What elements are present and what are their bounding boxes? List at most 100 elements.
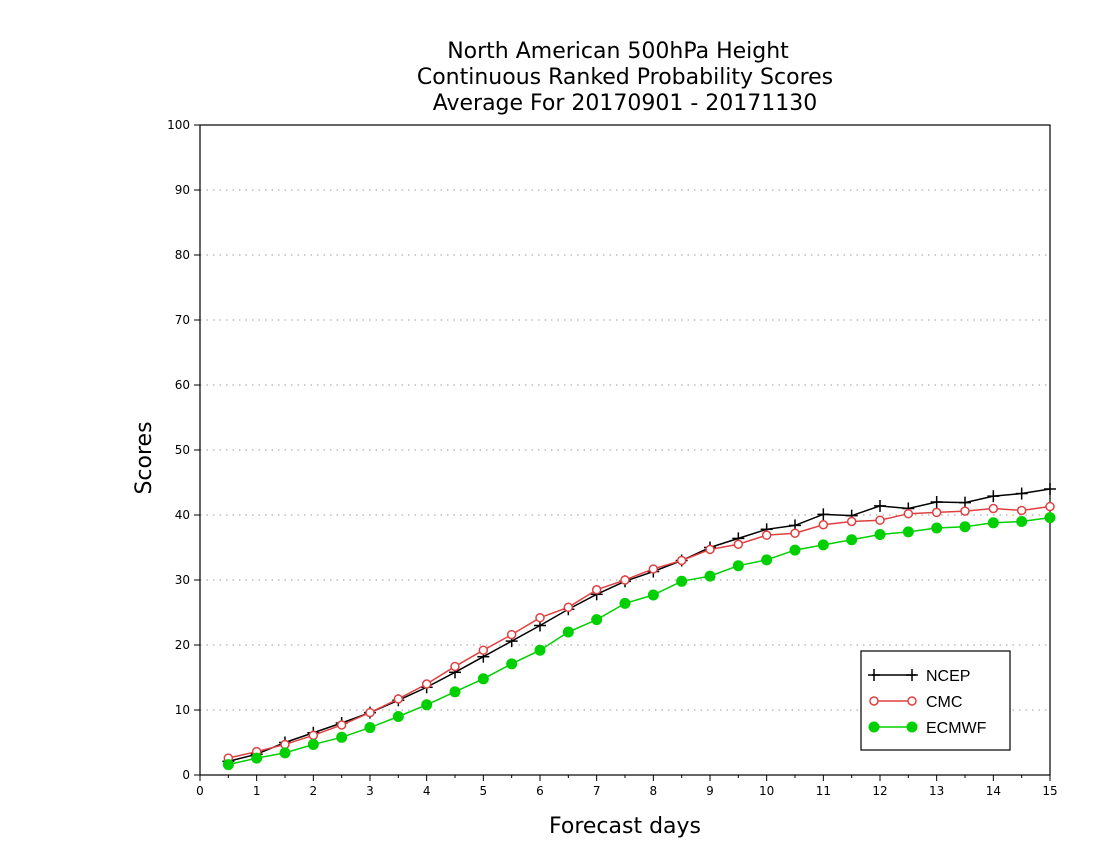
- y-tick-label: 60: [175, 378, 190, 392]
- data-point-cmc: [478, 645, 489, 655]
- x-tick-label: 9: [706, 784, 714, 798]
- legend-marker-ncep: [906, 669, 918, 681]
- data-point-cmc: [960, 506, 970, 516]
- y-axis: 0 10 20 30 40 50 60 70 80 90 100: [167, 118, 200, 782]
- data-point-ncep: [874, 499, 886, 512]
- data-point-ecmwf: [789, 544, 801, 556]
- data-point-cmc: [365, 707, 375, 718]
- data-point-ecmwf: [846, 534, 858, 546]
- y-axis-title: Scores: [132, 421, 157, 494]
- data-point-ecmwf: [336, 731, 348, 743]
- data-point-ncep: [1044, 483, 1056, 495]
- data-point-cmc: [506, 629, 517, 640]
- data-point-cmc: [421, 679, 432, 689]
- x-tick-label: 7: [593, 784, 601, 798]
- legend: NCEP CMC ECMWF: [860, 650, 1011, 751]
- y-tick-label: 10: [175, 703, 190, 717]
- data-point-cmc: [563, 602, 574, 613]
- data-point-ecmwf: [591, 614, 603, 626]
- x-axis-title: Forecast days: [549, 814, 701, 839]
- legend-marker-ecmwf: [868, 721, 880, 733]
- data-point-cmc: [1016, 505, 1027, 516]
- data-point-ecmwf: [704, 570, 716, 582]
- data-point-cmc: [620, 575, 630, 585]
- x-tick-label: 2: [310, 784, 318, 798]
- series-cmc: [223, 501, 1055, 763]
- data-point-ecmwf: [931, 522, 943, 534]
- legend-label-cmc: CMC: [926, 694, 962, 711]
- y-tick-label: 80: [175, 248, 190, 262]
- data-point-cmc: [648, 564, 659, 574]
- data-point-ecmwf: [421, 699, 433, 711]
- data-point-ecmwf: [251, 752, 263, 764]
- data-point-ecmwf: [562, 626, 574, 638]
- data-point-cmc: [393, 694, 404, 704]
- y-tick-label: 30: [175, 573, 190, 587]
- data-point-ecmwf: [392, 711, 404, 722]
- data-point-ecmwf: [222, 759, 234, 771]
- data-point-cmc: [280, 739, 290, 750]
- data-point-cmc: [761, 530, 772, 540]
- data-point-ecmwf: [647, 589, 659, 601]
- chart-title: North American 500hPa Height Continuous …: [417, 39, 833, 116]
- data-point-cmc: [818, 520, 829, 530]
- data-point-cmc: [931, 507, 942, 518]
- data-point-cmc: [733, 539, 744, 549]
- data-point-cmc: [336, 720, 347, 730]
- data-point-ncep: [987, 490, 1000, 503]
- data-point-ecmwf: [676, 575, 688, 587]
- x-tick-label: 12: [872, 784, 887, 798]
- data-point-ecmwf: [987, 517, 999, 529]
- title-line-1: North American 500hPa Height: [447, 39, 789, 64]
- data-point-ecmwf: [279, 747, 291, 759]
- legend-marker-cmc: [869, 696, 879, 706]
- data-point-cmc: [591, 585, 602, 595]
- data-point-ncep: [817, 508, 830, 521]
- data-point-ecmwf: [1044, 512, 1056, 524]
- series-layer: [222, 483, 1056, 771]
- y-tick-label: 70: [175, 313, 190, 327]
- title-line-3: Average For 20170901 - 20171130: [433, 91, 818, 116]
- data-point-cmc: [903, 508, 914, 519]
- data-point-cmc: [676, 555, 687, 566]
- legend-label-ecmwf: ECMWF: [926, 720, 987, 737]
- y-tick-label: 90: [175, 183, 190, 197]
- data-point-ecmwf: [477, 673, 489, 685]
- x-tick-label: 13: [929, 784, 944, 798]
- y-tick-label: 20: [175, 638, 190, 652]
- data-point-cmc: [535, 612, 545, 623]
- x-tick-label: 3: [366, 784, 374, 798]
- data-point-ncep: [1015, 487, 1028, 500]
- x-tick-label: 14: [986, 784, 1001, 798]
- legend-marker-cmc: [907, 696, 917, 706]
- data-point-cmc: [846, 516, 857, 527]
- y-tick-label: 100: [167, 118, 190, 132]
- data-point-ecmwf: [506, 658, 518, 670]
- series-ecmwf: [222, 512, 1056, 771]
- data-point-ecmwf: [1016, 516, 1028, 527]
- y-tick-label: 50: [175, 443, 190, 457]
- data-point-cmc: [790, 528, 800, 538]
- data-point-ecmwf: [449, 686, 461, 698]
- x-tick-label: 10: [759, 784, 774, 798]
- title-line-2: Continuous Ranked Probability Scores: [417, 65, 833, 90]
- legend-label-ncep: NCEP: [926, 668, 970, 685]
- data-point-cmc: [988, 503, 999, 514]
- x-tick-label: 11: [816, 784, 831, 798]
- x-axis: 0 1 2 3 4 5 6 7 8 9 10 11 12 13 14 15: [196, 775, 1058, 798]
- data-point-ecmwf: [307, 738, 319, 750]
- x-tick-label: 15: [1042, 784, 1057, 798]
- x-tick-label: 0: [196, 784, 204, 798]
- data-point-cmc: [875, 515, 885, 525]
- data-point-ecmwf: [902, 526, 914, 538]
- x-tick-label: 4: [423, 784, 431, 798]
- data-point-ecmwf: [761, 554, 773, 566]
- y-tick-label: 40: [175, 508, 190, 522]
- data-point-ecmwf: [534, 644, 546, 656]
- data-point-ecmwf: [874, 529, 886, 540]
- legend-marker-ecmwf: [906, 721, 918, 733]
- x-tick-label: 6: [536, 784, 544, 798]
- data-point-cmc: [308, 730, 319, 741]
- data-point-ecmwf: [959, 521, 971, 533]
